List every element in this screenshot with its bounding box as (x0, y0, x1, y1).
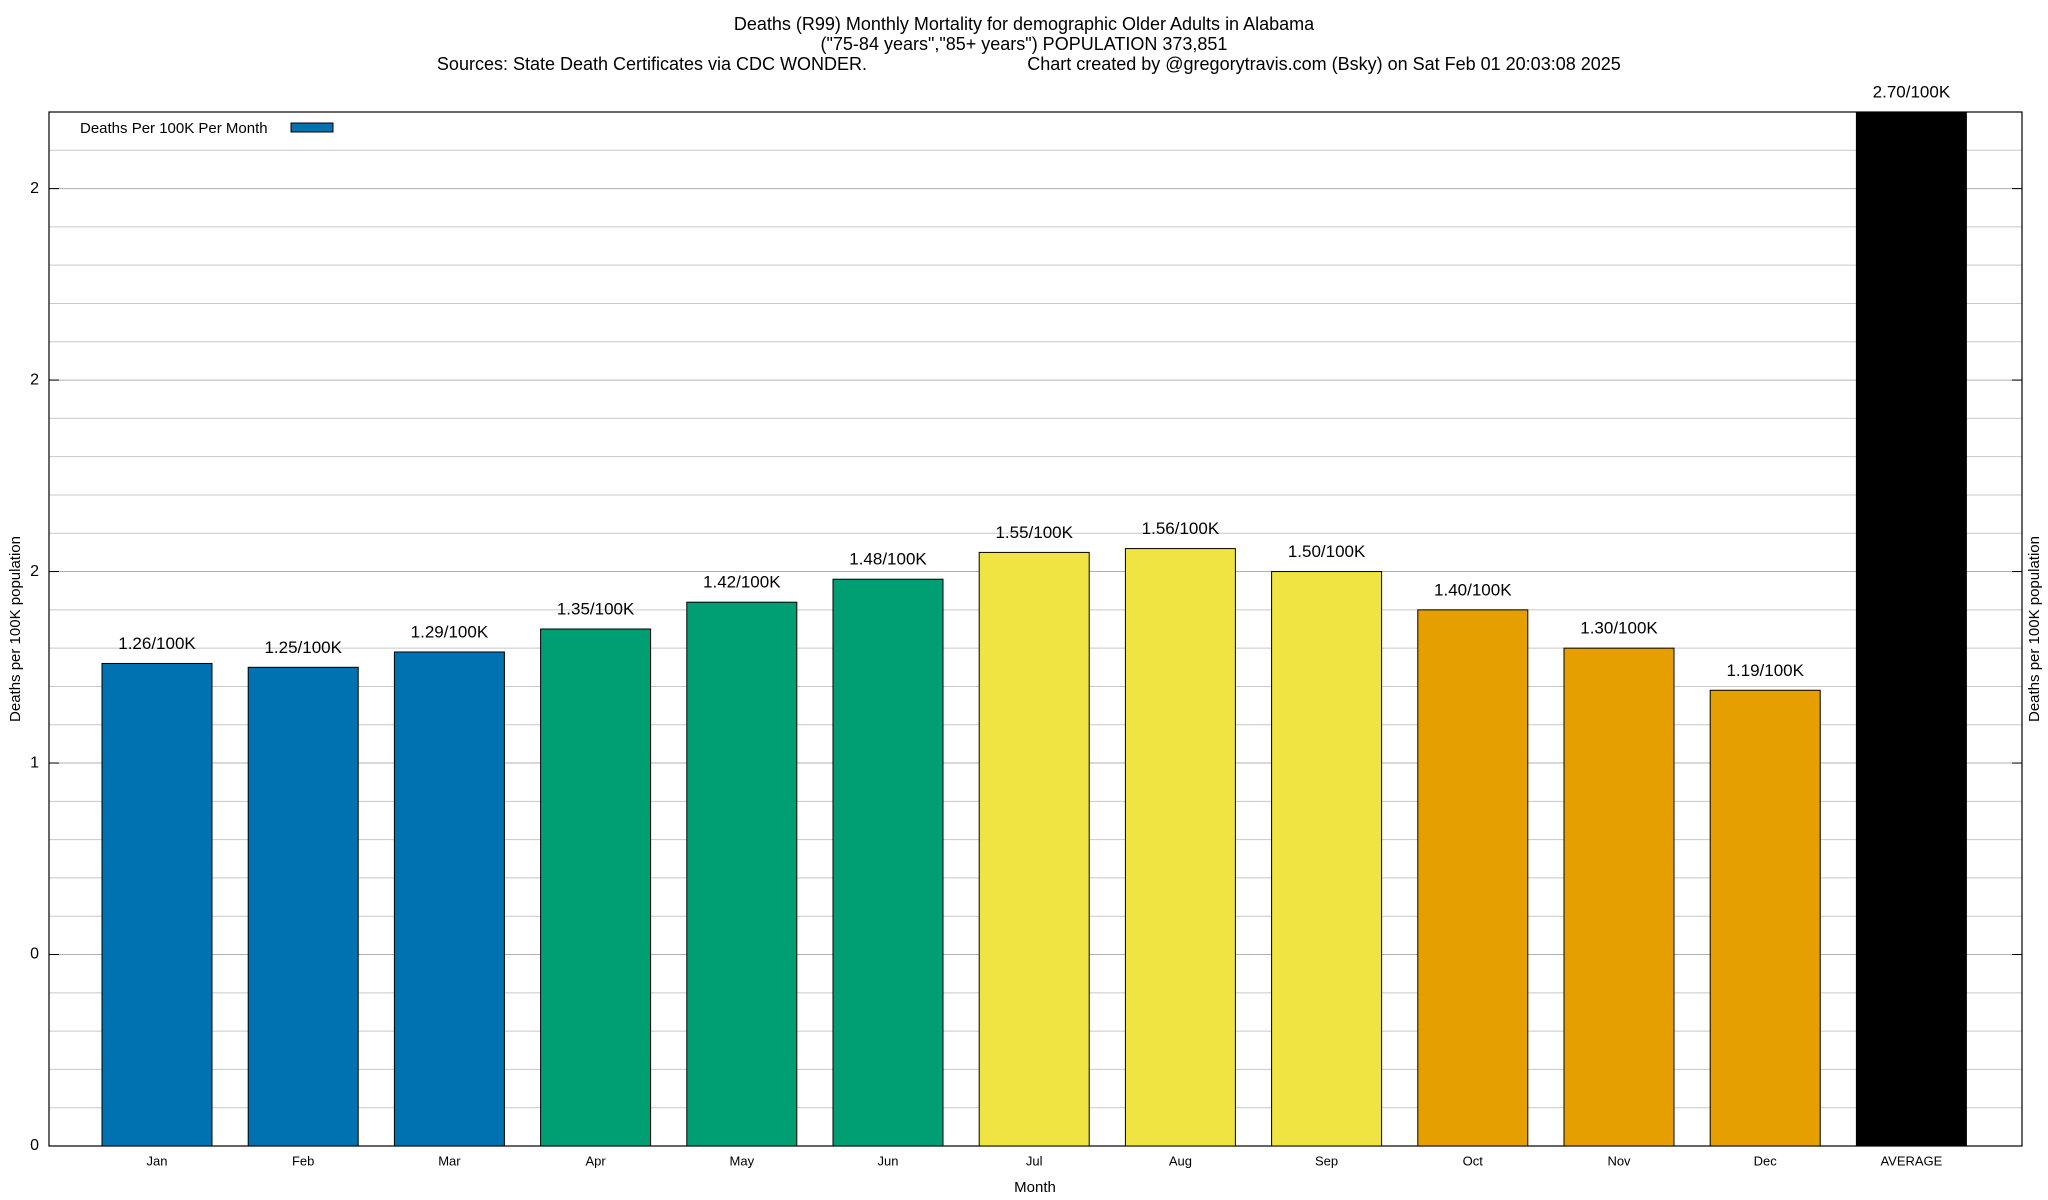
bar (101, 662, 213, 1147)
y-tick-label: 2 (30, 371, 39, 388)
bar (393, 651, 505, 1147)
x-tick-label: Dec (1754, 1153, 1778, 1168)
y-tick-label: 1 (30, 754, 39, 771)
x-tick-label: May (730, 1153, 755, 1168)
legend-label: Deaths Per 100K Per Month (80, 120, 268, 137)
value-label: 1.50/100K (1288, 542, 1366, 561)
value-label: 1.30/100K (1580, 619, 1658, 638)
chart-title: Deaths (R99) Monthly Mortality for demog… (734, 14, 1315, 34)
bar (1709, 689, 1821, 1147)
bar (832, 578, 944, 1147)
value-label: 1.48/100K (849, 550, 927, 569)
bar (1417, 609, 1529, 1147)
y-tick-label: 0 (30, 1137, 39, 1154)
x-tick-label: Aug (1169, 1153, 1192, 1168)
y-tick-label: 0 (30, 946, 39, 963)
value-label: 1.56/100K (1142, 519, 1220, 538)
value-label: 1.35/100K (557, 599, 635, 618)
y-tick-label: 2 (30, 563, 39, 580)
x-tick-label: Mar (438, 1153, 461, 1168)
x-tick-label: Jan (147, 1153, 168, 1168)
x-tick-label: Nov (1607, 1153, 1631, 1168)
x-tick-label: Apr (585, 1153, 606, 1168)
value-label: 2.70/100K (1873, 82, 1951, 101)
x-axis-label: Month (1014, 1179, 1056, 1196)
bar (1271, 571, 1383, 1147)
y2-axis-label: Deaths per 100K population (2026, 536, 2043, 722)
bar (978, 551, 1090, 1147)
value-label: 1.40/100K (1434, 580, 1512, 599)
value-label: 1.26/100K (118, 634, 196, 653)
value-label: 1.55/100K (995, 523, 1073, 542)
y-tick-label: 2 (30, 180, 39, 197)
value-label: 1.42/100K (703, 573, 781, 592)
x-tick-label: AVERAGE (1880, 1153, 1942, 1168)
value-label: 1.29/100K (411, 622, 489, 641)
bar (686, 601, 798, 1147)
chart-subtitle: Chart created by @gregorytravis.com (Bsk… (1027, 54, 1621, 74)
bar (1124, 548, 1236, 1147)
y-axis-label: Deaths per 100K population (7, 536, 24, 722)
bar (1855, 111, 1967, 1147)
chart-title: ("75-84 years","85+ years") POPULATION 3… (821, 34, 1228, 54)
value-label: 1.25/100K (264, 638, 342, 657)
bar (1563, 647, 1675, 1147)
value-label: 1.19/100K (1726, 661, 1804, 680)
bar (540, 628, 652, 1147)
x-tick-label: Feb (292, 1153, 314, 1168)
legend-swatch (290, 122, 334, 133)
x-tick-label: Sep (1315, 1153, 1338, 1168)
chart-subtitle: Sources: State Death Certificates via CD… (437, 54, 867, 74)
bar (247, 666, 359, 1147)
x-tick-label: Oct (1463, 1153, 1484, 1168)
x-tick-label: Jun (878, 1153, 899, 1168)
x-tick-label: Jul (1026, 1153, 1043, 1168)
